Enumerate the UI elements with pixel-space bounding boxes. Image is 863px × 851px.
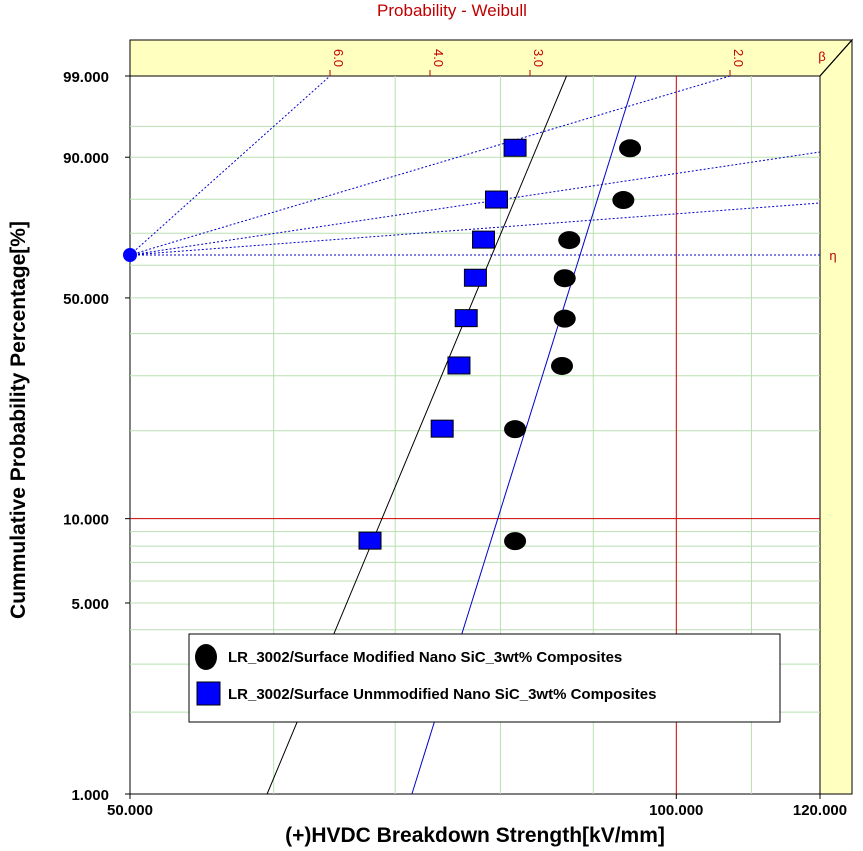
legend-label-2: LR_3002/Surface Unmmodified Nano SiC_3wt…	[228, 686, 656, 703]
data-point-unmodified	[447, 356, 471, 375]
legend-marker-square	[196, 681, 221, 706]
beta-tick-label: 3.0	[531, 49, 546, 67]
data-point-modified	[504, 420, 527, 439]
data-point-unmodified	[430, 419, 454, 438]
beta-tick-label: 2.0	[731, 49, 746, 67]
y-tick-label: 10.000	[63, 512, 109, 529]
beta-guides: η β 6.0 4.0 3.0 2.0	[123, 49, 837, 263]
x-axis-title: (+)HVDC Breakdown Strength[kV/mm]	[285, 824, 665, 847]
legend-label-1: LR_3002/Surface Modified Nano SiC_3wt% C…	[228, 649, 622, 666]
data-point-modified	[551, 356, 574, 375]
chart-title: Probability - Weibull	[377, 1, 527, 20]
y-tick-label: 1.000	[71, 787, 109, 804]
data-point-unmodified	[472, 230, 496, 249]
beta-tick-label: 4.0	[431, 49, 446, 67]
y-tick-label: 90.000	[63, 150, 109, 167]
beta-guide-line	[129, 75, 731, 256]
beta-symbol: β	[818, 49, 825, 64]
x-tick-label: 100.000	[649, 802, 703, 819]
data-points	[358, 138, 642, 551]
data-point-unmodified	[358, 531, 382, 550]
x-tick-label: 120.000	[793, 802, 847, 819]
data-point-modified	[553, 269, 576, 288]
data-point-modified	[612, 191, 635, 210]
beta-guide-line	[129, 75, 331, 256]
legend-marker-ellipse	[195, 644, 217, 670]
data-point-modified	[619, 139, 642, 158]
data-point-modified	[504, 532, 527, 551]
y-tick-label: 50.000	[63, 291, 109, 308]
data-point-modified	[553, 309, 576, 328]
y-ticks: 1.000 5.000 10.000 50.000 90.000 99.000	[63, 69, 130, 804]
data-point-unmodified	[463, 268, 487, 287]
beta-guide-line	[129, 202, 821, 256]
legend-box	[188, 633, 781, 723]
data-point-modified	[558, 231, 581, 250]
y-axis-title: Cummulative Probability Percentage[%]	[7, 221, 30, 619]
beta-guide-line	[129, 151, 821, 256]
data-point-unmodified	[503, 138, 527, 157]
eta-origin-point	[123, 247, 137, 262]
beta-tick-label: 6.0	[331, 49, 346, 67]
legend: LR_3002/Surface Modified Nano SiC_3wt% C…	[188, 633, 781, 723]
x-ticks: 50.000 100.000 120.000	[107, 794, 847, 819]
eta-label: η	[829, 248, 836, 263]
y-tick-label: 5.000	[71, 596, 109, 613]
y-tick-label: 99.000	[63, 69, 109, 86]
data-point-unmodified	[484, 190, 508, 209]
data-point-unmodified	[454, 309, 478, 328]
x-tick-label: 50.000	[107, 802, 153, 819]
